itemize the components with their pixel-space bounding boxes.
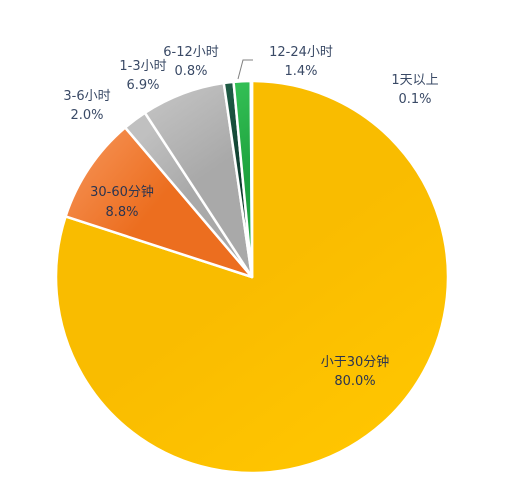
label-pct-12-24h: 1.4% bbox=[284, 64, 317, 79]
label-pct-1-3h: 6.9% bbox=[126, 78, 159, 93]
label-pct-3-6h: 2.0% bbox=[70, 108, 103, 123]
label-name-under-30min: 小于30分钟 bbox=[321, 354, 390, 370]
label-name-6-12h: 6-12小时 bbox=[163, 45, 219, 60]
leader-line-12-24h bbox=[237, 59, 253, 80]
slice-over-1day bbox=[249, 79, 254, 279]
leader-lines bbox=[237, 59, 253, 80]
slice-30-60min bbox=[64, 126, 254, 279]
slice-labels: 小于30分钟 80.0% 30-60分钟 8.8% 3-6小时 2.0% 1-3… bbox=[63, 45, 438, 389]
label-pct-over-1day: 0.1% bbox=[398, 92, 431, 107]
label-name-over-1day: 1天以上 bbox=[391, 73, 438, 88]
label-name-30-60min: 30-60分钟 bbox=[90, 184, 154, 200]
label-name-3-6h: 3-6小时 bbox=[63, 89, 110, 104]
label-pct-6-12h: 0.8% bbox=[174, 64, 207, 79]
pie-slices bbox=[54, 79, 450, 475]
label-pct-30-60min: 8.8% bbox=[105, 205, 138, 220]
label-name-12-24h: 12-24小时 bbox=[269, 45, 333, 60]
label-pct-under-30min: 80.0% bbox=[334, 374, 375, 389]
label-name-1-3h: 1-3小时 bbox=[119, 59, 166, 74]
